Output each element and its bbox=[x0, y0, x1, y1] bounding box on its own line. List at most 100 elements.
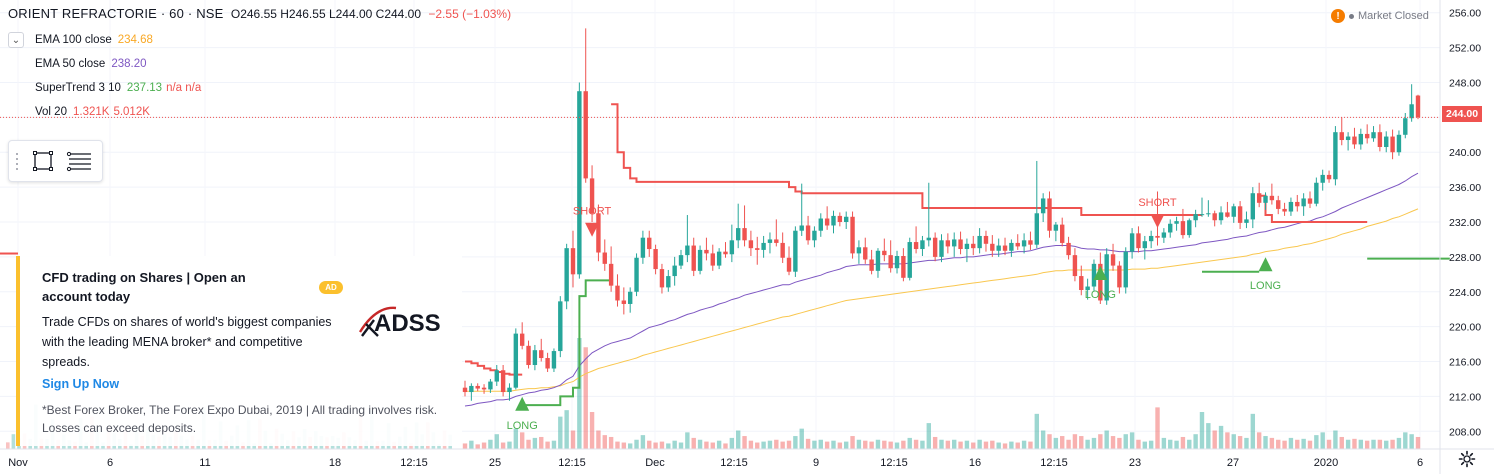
volume-bar bbox=[1352, 438, 1357, 449]
candle-body bbox=[545, 358, 550, 369]
candle-body bbox=[1021, 240, 1027, 247]
candle-body bbox=[869, 259, 874, 271]
volume-bar bbox=[837, 442, 843, 449]
settings-gear-icon[interactable] bbox=[1458, 450, 1476, 468]
y-tick-label: 248.00 bbox=[1449, 77, 1481, 89]
advertisement-panel[interactable]: CFD trading on Shares | Open an account … bbox=[16, 256, 462, 446]
volume-bar bbox=[621, 442, 627, 449]
candle-body bbox=[481, 387, 487, 390]
volume-bar bbox=[1015, 442, 1020, 449]
volume-bar bbox=[926, 423, 931, 449]
candle-body bbox=[1218, 212, 1224, 221]
candle-body bbox=[678, 255, 684, 266]
y-tick-label: 220.00 bbox=[1449, 322, 1481, 334]
volume-bar bbox=[793, 436, 798, 449]
volume-bar bbox=[500, 442, 506, 449]
ad-title[interactable]: CFD trading on Shares | Open an account … bbox=[42, 270, 246, 304]
candle-body bbox=[1384, 136, 1389, 148]
candle-body bbox=[564, 248, 569, 302]
volume-bar bbox=[1276, 439, 1281, 449]
candle-body bbox=[513, 333, 519, 388]
volume-bar bbox=[856, 439, 862, 449]
candle-body bbox=[1174, 221, 1179, 224]
lines-tool-icon bbox=[66, 151, 91, 172]
volume-bar bbox=[1333, 430, 1338, 449]
x-tick-label: 6 bbox=[1417, 457, 1423, 469]
candle-body bbox=[1333, 132, 1338, 180]
candle-body bbox=[1168, 223, 1173, 233]
candle-body bbox=[990, 243, 995, 251]
candle-body bbox=[748, 240, 754, 249]
candle-body bbox=[964, 243, 970, 250]
volume-bar bbox=[755, 442, 760, 449]
volume-bar bbox=[1384, 440, 1389, 449]
current-price-label: 244.00 bbox=[1442, 106, 1482, 122]
candle-body bbox=[945, 240, 951, 247]
y-tick-label: 232.00 bbox=[1449, 217, 1481, 229]
candle-body bbox=[1193, 214, 1198, 221]
volume-bar bbox=[691, 437, 696, 449]
volume-bar bbox=[1060, 436, 1065, 449]
volume-bar bbox=[526, 439, 531, 449]
svg-text:ADSS: ADSS bbox=[374, 310, 441, 337]
volume-bar bbox=[1263, 436, 1268, 449]
collapse-indicators-button[interactable]: ⌄ bbox=[8, 32, 24, 48]
candle-body bbox=[710, 253, 715, 266]
candle-body bbox=[837, 215, 843, 222]
candle-body bbox=[996, 245, 1001, 251]
x-tick-label: 23 bbox=[1129, 457, 1141, 469]
indicator-volume[interactable]: Vol 20 1.321K 5.012K bbox=[35, 106, 150, 118]
candle-body bbox=[1009, 242, 1014, 251]
candle-body bbox=[1034, 213, 1039, 245]
volume-bar bbox=[1282, 440, 1287, 449]
volume-bar bbox=[1212, 430, 1217, 449]
candle-body bbox=[971, 243, 976, 249]
long-arrow-icon bbox=[1258, 257, 1273, 272]
ema100-line bbox=[465, 208, 1419, 392]
lines-tool-button[interactable] bbox=[64, 146, 94, 176]
candle-body bbox=[1326, 174, 1332, 180]
indicator-supertrend[interactable]: SuperTrend 3 10 237.13 n/a n/a bbox=[35, 82, 201, 94]
sign-up-link[interactable]: Sign Up Now bbox=[42, 377, 120, 391]
candle-body bbox=[551, 351, 557, 369]
candle-body bbox=[539, 350, 544, 359]
indicator-ema100[interactable]: EMA 100 close 234.68 bbox=[35, 34, 153, 46]
volume-bar bbox=[1009, 441, 1014, 449]
adss-logo[interactable]: ADSS bbox=[356, 298, 452, 342]
candle-body bbox=[1104, 254, 1109, 301]
volume-bar bbox=[1053, 437, 1059, 449]
ad-disclaimer: *Best Forex Broker, The Forex Expo Dubai… bbox=[42, 403, 438, 435]
ad-accent-bar bbox=[16, 256, 20, 446]
candle-body bbox=[685, 245, 690, 256]
volume-bar bbox=[1396, 437, 1402, 449]
price-change: −2.55 (−1.03%) bbox=[428, 7, 512, 21]
candle-body bbox=[920, 240, 925, 250]
indicator-ema50[interactable]: EMA 50 close 238.20 bbox=[35, 58, 147, 70]
market-status[interactable]: ! Market Closed bbox=[1331, 9, 1429, 23]
volume-bar bbox=[1250, 413, 1256, 449]
volume-bar bbox=[608, 436, 614, 449]
market-status-text: Market Closed bbox=[1358, 10, 1429, 22]
symbol-title[interactable]: ORIENT REFRACTORIE · 60 · NSE bbox=[8, 6, 224, 21]
candle-body bbox=[1060, 224, 1065, 243]
volume-bar bbox=[1199, 412, 1205, 449]
candle-body bbox=[634, 257, 639, 292]
candle-body bbox=[1148, 235, 1154, 242]
volume-bar bbox=[1072, 434, 1078, 449]
candle-body bbox=[1015, 242, 1020, 247]
candle-body bbox=[761, 242, 766, 250]
x-tick-label: 11 bbox=[199, 457, 210, 469]
candle-body bbox=[691, 245, 696, 271]
ad-badge: AD bbox=[319, 281, 343, 294]
volume-bar bbox=[1364, 440, 1370, 449]
drawing-toolbar[interactable] bbox=[8, 140, 103, 182]
candle-body bbox=[1415, 95, 1421, 118]
candle-body bbox=[1091, 263, 1097, 287]
candle-body bbox=[1409, 104, 1414, 119]
indicator-value: 1.321K bbox=[72, 106, 110, 118]
x-tick-label: Dec bbox=[645, 457, 665, 469]
drag-handle[interactable] bbox=[12, 152, 22, 170]
rectangle-tool-button[interactable] bbox=[28, 146, 58, 176]
y-tick-label: 240.00 bbox=[1449, 147, 1481, 159]
candle-body bbox=[589, 178, 595, 214]
